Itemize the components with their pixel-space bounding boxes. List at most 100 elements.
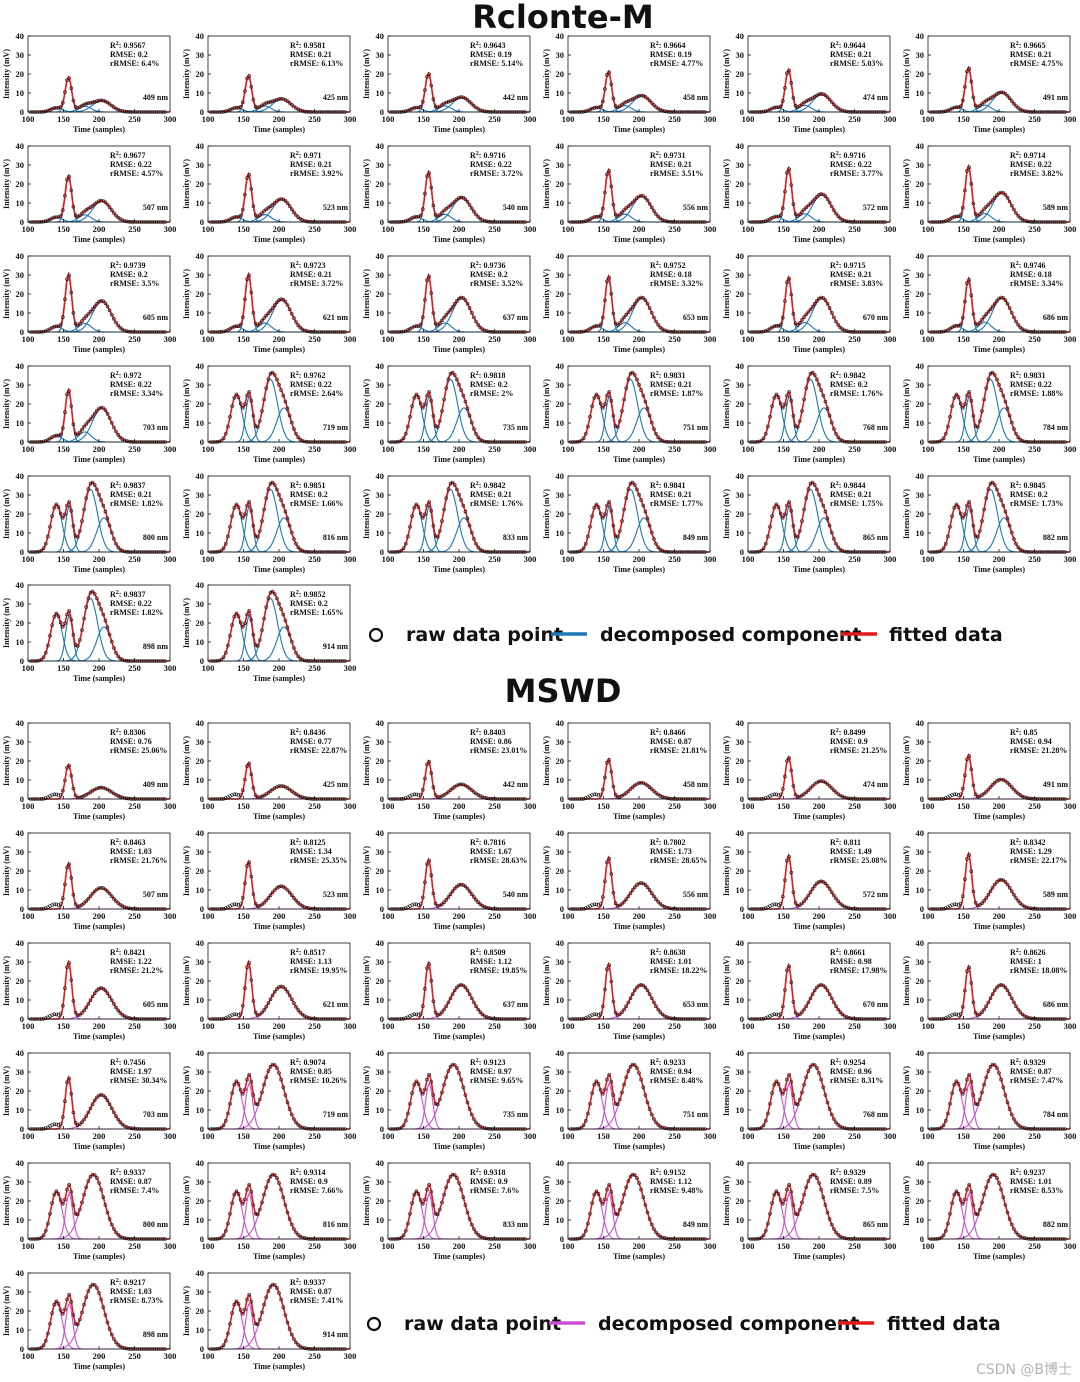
y-tick-label: 40 bbox=[196, 141, 205, 151]
rmse-value: RMSE: 1.01 bbox=[650, 957, 692, 966]
x-axis-label: Time (samples) bbox=[433, 345, 485, 354]
x-tick-label: 150 bbox=[957, 114, 970, 124]
x-tick-label: 250 bbox=[1028, 444, 1041, 454]
y-tick-label: 20 bbox=[196, 289, 205, 299]
raw-point bbox=[418, 104, 423, 109]
raw-point bbox=[281, 97, 286, 101]
rmse-value: RMSE: 0.22 bbox=[290, 380, 332, 389]
x-tick-label: 150 bbox=[777, 801, 790, 811]
y-tick-label: 0 bbox=[200, 547, 204, 557]
x-tick-label: 250 bbox=[128, 444, 141, 454]
x-tick-label: 150 bbox=[57, 444, 70, 454]
rrmse-value: rRMSE: 3.82% bbox=[1010, 169, 1063, 178]
x-tick-label: 300 bbox=[1064, 114, 1077, 124]
x-axis-label: Time (samples) bbox=[253, 674, 305, 683]
rmse-value: RMSE: 0.2 bbox=[110, 50, 148, 59]
x-tick-label: 200 bbox=[813, 114, 826, 124]
x-tick-label: 150 bbox=[237, 554, 250, 564]
y-tick-label: 20 bbox=[916, 976, 925, 986]
rrmse-value: rRMSE: 19.95% bbox=[290, 966, 347, 975]
x-axis-label: Time (samples) bbox=[613, 565, 665, 574]
y-tick-label: 20 bbox=[916, 509, 925, 519]
y-tick-label: 30 bbox=[376, 380, 385, 390]
raw-point bbox=[90, 100, 95, 105]
r2-value: R2: 0.8306 bbox=[110, 728, 145, 737]
y-tick-label: 30 bbox=[556, 380, 565, 390]
y-tick-label: 20 bbox=[376, 69, 385, 79]
raw-point bbox=[448, 99, 453, 103]
x-tick-label: 200 bbox=[93, 1131, 106, 1141]
y-tick-label: 40 bbox=[16, 251, 25, 261]
x-tick-label: 300 bbox=[704, 554, 717, 564]
y-tick-label: 40 bbox=[16, 718, 25, 728]
y-tick-label: 10 bbox=[16, 775, 25, 785]
raw-point bbox=[247, 74, 251, 78]
raw-point bbox=[427, 72, 432, 76]
wavelength-label: 491 nm bbox=[1043, 780, 1068, 789]
x-tick-label: 300 bbox=[884, 114, 897, 124]
x-tick-label: 250 bbox=[1028, 801, 1041, 811]
y-tick-label: 40 bbox=[16, 141, 25, 151]
y-tick-label: 10 bbox=[736, 885, 745, 895]
raw-point bbox=[275, 97, 279, 102]
y-tick-label: 20 bbox=[556, 756, 565, 766]
x-tick-label: 300 bbox=[344, 911, 357, 921]
y-tick-label: 20 bbox=[916, 289, 925, 299]
raw-point bbox=[107, 205, 112, 209]
rmse-value: RMSE: 0.22 bbox=[830, 160, 872, 169]
x-tick-label: 200 bbox=[993, 801, 1006, 811]
x-tick-label: 300 bbox=[1064, 1021, 1077, 1031]
x-tick-label: 150 bbox=[597, 114, 610, 124]
y-tick-label: 10 bbox=[736, 528, 745, 538]
raw-point bbox=[823, 93, 828, 98]
y-tick-label: 30 bbox=[16, 160, 25, 170]
raw-point bbox=[448, 203, 453, 208]
x-tick-label: 250 bbox=[488, 911, 501, 921]
raw-point bbox=[251, 204, 256, 208]
y-tick-label: 20 bbox=[736, 399, 745, 409]
y-tick-label: 40 bbox=[556, 828, 565, 838]
raw-point bbox=[71, 204, 76, 209]
component-curve bbox=[928, 280, 1070, 333]
y-tick-label: 10 bbox=[196, 885, 205, 895]
rmse-value: RMSE: 0.21 bbox=[290, 270, 332, 279]
y-tick-label: 10 bbox=[556, 775, 565, 785]
y-axis-label: Intensity (mV) bbox=[542, 269, 551, 319]
raw-point bbox=[82, 102, 86, 107]
x-tick-label: 300 bbox=[164, 444, 177, 454]
y-axis-label: Intensity (mV) bbox=[542, 489, 551, 539]
x-tick-label: 200 bbox=[813, 1021, 826, 1031]
y-axis-label: Intensity (mV) bbox=[2, 269, 11, 319]
x-tick-label: 300 bbox=[524, 444, 537, 454]
raw-point bbox=[425, 174, 429, 178]
raw-point bbox=[69, 86, 74, 90]
y-tick-label: 10 bbox=[376, 198, 385, 208]
y-tick-label: 40 bbox=[196, 361, 205, 371]
y-tick-label: 40 bbox=[736, 718, 745, 728]
y-tick-label: 40 bbox=[736, 471, 745, 481]
wavelength-label: 816 nm bbox=[323, 533, 348, 542]
fitted-curve bbox=[568, 69, 710, 113]
x-axis-label: Time (samples) bbox=[253, 235, 305, 244]
raw-point bbox=[774, 105, 779, 110]
x-axis-label: Time (samples) bbox=[793, 235, 845, 244]
x-tick-label: 150 bbox=[57, 1131, 70, 1141]
x-axis-label: Time (samples) bbox=[613, 235, 665, 244]
x-tick-label: 250 bbox=[128, 334, 141, 344]
raw-point bbox=[255, 106, 260, 110]
x-tick-label: 300 bbox=[1064, 224, 1077, 234]
x-tick-label: 150 bbox=[237, 801, 250, 811]
rmse-value: RMSE: 0.21 bbox=[650, 490, 692, 499]
raw-point bbox=[101, 98, 106, 103]
component-curve bbox=[928, 68, 1070, 113]
y-tick-label: 30 bbox=[376, 957, 385, 967]
raw-point bbox=[420, 100, 425, 104]
y-tick-label: 20 bbox=[736, 756, 745, 766]
x-tick-label: 250 bbox=[128, 1021, 141, 1031]
x-tick-label: 200 bbox=[813, 224, 826, 234]
raw-point bbox=[238, 105, 243, 109]
